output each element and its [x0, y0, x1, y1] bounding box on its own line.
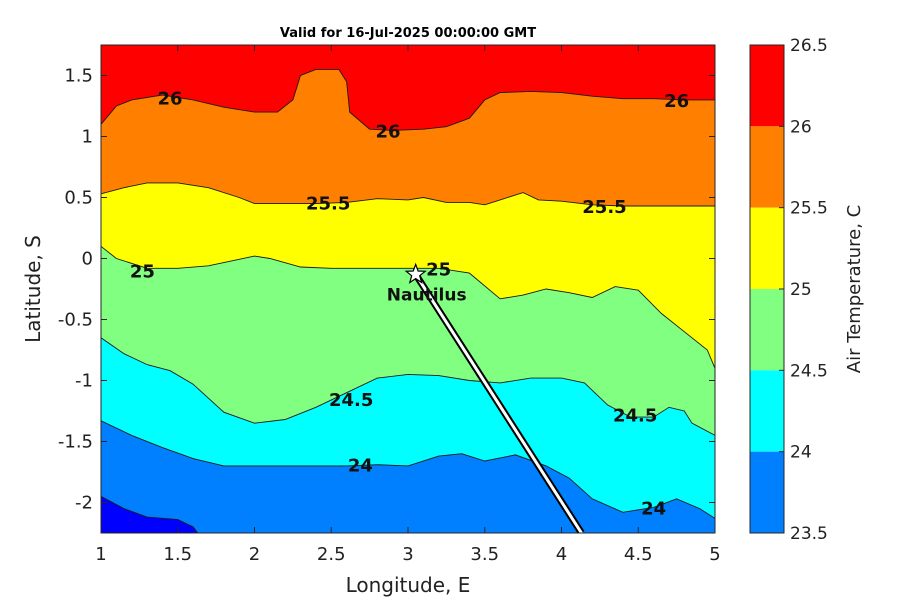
- contour-line-25.5: [101, 182, 715, 207]
- y-tick-label: 0.5: [64, 188, 93, 209]
- contour-line-23.5: [101, 496, 199, 533]
- colorbar-tick-label: 25: [790, 280, 812, 300]
- x-tick-label: 3: [402, 544, 413, 565]
- contour-label: 24: [641, 498, 666, 519]
- ship-marker-group: Nautilus: [387, 262, 467, 305]
- band-below-23.5: [101, 496, 198, 533]
- x-tick-label: 2: [249, 544, 260, 565]
- x-tick-label: 4.5: [624, 544, 653, 565]
- y-tick-label: 0: [82, 249, 93, 270]
- contour-label: 24.5: [613, 406, 657, 427]
- contour-label: 26: [664, 91, 689, 112]
- colorbar: 26.5 26 25.5 25 24.5 24 23.5: [749, 36, 828, 544]
- ship-name-label: Nautilus: [387, 285, 467, 305]
- x-tick-label: 1.5: [163, 544, 192, 565]
- y-tick-label: -0.5: [58, 310, 93, 331]
- colorbar-label: Air Temperature, C: [844, 205, 865, 373]
- y-tick-label: -1: [75, 371, 93, 392]
- x-tick-label: 3.5: [470, 544, 499, 565]
- contour-line-25: [101, 245, 715, 369]
- contour-lines: [101, 68, 715, 533]
- y-tick-label: 1: [82, 127, 93, 148]
- colorbar-tick-label: 25.5: [790, 199, 828, 219]
- ship-track: [412, 272, 585, 533]
- contour-labels: 26 26 26 25.5 25.5 25 25 24.5 24.5 24 24: [130, 88, 689, 519]
- y-tick-label: -1.5: [58, 432, 93, 453]
- y-tick-label: 1.5: [64, 66, 93, 87]
- x-tick-label: 4: [556, 544, 567, 565]
- ship-star-icon: [404, 262, 427, 284]
- contour-label: 24: [348, 456, 373, 477]
- x-axis-label: Longitude, E: [346, 573, 471, 597]
- colorbar-swatch: [750, 451, 784, 533]
- contour-line-24: [101, 420, 715, 519]
- colorbar-swatch: [750, 207, 784, 289]
- colorbar-tick-label: 23.5: [790, 524, 828, 544]
- colorbar-swatch: [750, 126, 784, 208]
- colorbar-tick-label: 24.5: [790, 361, 828, 381]
- colorbar-swatch: [750, 289, 784, 371]
- colorbar-tick-label: 26: [790, 117, 812, 137]
- contour-label: 26: [158, 88, 183, 109]
- contour-label: 26: [376, 121, 401, 142]
- contour-label: 25: [426, 259, 451, 280]
- chart-title: Valid for 16-Jul-2025 00:00:00 GMT: [280, 26, 536, 41]
- colorbar-swatch: [750, 45, 784, 127]
- x-tick-label: 1: [95, 544, 106, 565]
- y-axis: 1.5 1 0.5 0 -0.5 -1 -1.5 -2: [58, 66, 715, 514]
- x-axis: 1 1.5 2 2.5 3 3.5 4 4.5 5: [95, 45, 721, 565]
- y-tick-label: -2: [75, 493, 93, 514]
- contour-label: 25.5: [582, 197, 626, 218]
- x-tick-label: 5: [709, 544, 720, 565]
- contour-label: 24.5: [329, 390, 373, 411]
- colorbar-tick-label: 24: [790, 443, 812, 463]
- contour-line-24.5: [101, 337, 715, 436]
- contour-label: 25: [130, 262, 155, 283]
- track-line: [414, 273, 583, 533]
- colorbar-swatch: [750, 370, 784, 452]
- contour-label: 25.5: [306, 193, 350, 214]
- y-axis-label: Latitude, S: [21, 235, 45, 343]
- colorbar-tick-label: 26.5: [790, 36, 828, 56]
- contour-line-26: [101, 68, 715, 131]
- x-tick-label: 2.5: [317, 544, 346, 565]
